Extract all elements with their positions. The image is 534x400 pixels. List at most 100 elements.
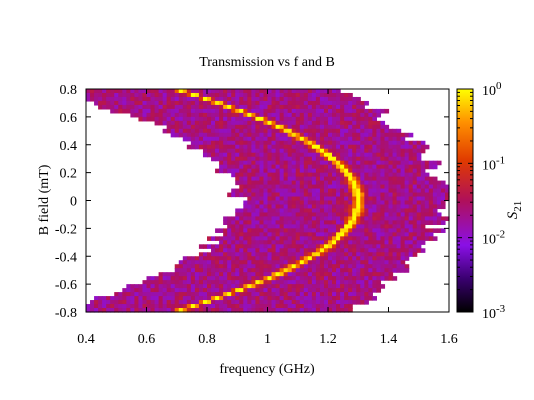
heatmap-cell <box>190 276 196 281</box>
heatmap-cell <box>291 268 297 273</box>
heatmap-cell <box>223 124 228 130</box>
heatmap-cell <box>319 164 325 170</box>
heatmap-cell <box>134 96 140 102</box>
heatmap-cell <box>259 272 265 277</box>
heatmap-cell <box>162 296 168 301</box>
heatmap-cell <box>291 180 297 186</box>
heatmap-cell <box>227 288 232 293</box>
heatmap-cell <box>352 284 357 289</box>
heatmap-cell <box>259 216 265 222</box>
heatmap-cell <box>328 252 333 257</box>
heatmap-cell <box>275 156 281 162</box>
heatmap-cell <box>207 272 212 277</box>
heatmap-cell <box>275 96 281 102</box>
heatmap-cell <box>315 284 321 289</box>
heatmap-cell <box>207 116 212 122</box>
heatmap-cell <box>247 104 252 110</box>
y-axis-label: B field (mT) <box>37 164 52 235</box>
heatmap-cell <box>416 240 422 245</box>
heatmap-cell <box>275 152 281 158</box>
heatmap-cell <box>247 152 252 158</box>
heatmap-cell <box>235 220 240 225</box>
heatmap-cell <box>251 284 256 289</box>
heatmap-cell <box>344 288 349 293</box>
heatmap-cell <box>283 92 289 98</box>
heatmap-cell <box>291 108 297 114</box>
heatmap-cell <box>98 308 103 313</box>
heatmap-cell <box>202 252 208 257</box>
heatmap-cell <box>255 148 261 154</box>
heatmap-cell <box>158 112 164 118</box>
heatmap-cell <box>154 304 160 309</box>
heatmap-cell <box>299 284 305 289</box>
heatmap-cell <box>255 124 261 130</box>
heatmap-cell <box>263 296 269 301</box>
heatmap-cell <box>186 288 192 293</box>
heatmap-cell <box>219 296 224 301</box>
heatmap-cell <box>235 252 240 257</box>
heatmap-cell <box>328 128 333 134</box>
heatmap-cell <box>388 208 394 214</box>
heatmap-cell <box>275 272 281 277</box>
heatmap-cell <box>138 108 144 114</box>
heatmap-cell <box>287 188 293 194</box>
heatmap-cell <box>384 172 390 178</box>
heatmap-cell <box>299 160 305 166</box>
heatmap-cell <box>271 140 277 146</box>
heatmap-cell <box>319 248 325 253</box>
heatmap-cell <box>231 260 236 265</box>
heatmap-cell <box>291 100 297 106</box>
heatmap-cell <box>267 220 273 225</box>
heatmap-cell <box>231 300 236 305</box>
heatmap-cell <box>227 224 232 229</box>
heatmap-cell <box>114 96 119 102</box>
heatmap-cell <box>138 116 144 122</box>
heatmap-cell <box>247 108 252 114</box>
heatmap-cell <box>336 300 341 305</box>
heatmap-cell <box>211 124 216 130</box>
heatmap-cell <box>223 232 228 237</box>
heatmap-cell <box>311 112 317 118</box>
heatmap-cell <box>408 176 414 182</box>
heatmap-cell <box>336 124 341 130</box>
heatmap-cell <box>243 256 248 261</box>
heatmap-cell <box>247 252 252 257</box>
heatmap-cell <box>239 92 244 98</box>
heatmap-cell <box>231 108 236 114</box>
heatmap-cell <box>283 108 289 114</box>
heatmap-cell <box>291 292 297 297</box>
heatmap-cell <box>263 276 269 281</box>
heatmap-cell <box>271 100 277 106</box>
heatmap-cell <box>239 120 244 126</box>
heatmap-cell <box>360 160 365 166</box>
heatmap-cell <box>134 288 140 293</box>
heatmap-cell <box>356 248 361 253</box>
heatmap-cell <box>223 296 228 301</box>
heatmap-cell <box>231 172 236 178</box>
heatmap-cell <box>271 224 277 229</box>
heatmap-cell <box>182 89 188 94</box>
heatmap-cell <box>307 116 313 122</box>
heatmap-cell <box>271 228 277 233</box>
heatmap-cell <box>146 100 152 106</box>
heatmap-cell <box>400 264 406 269</box>
heatmap-cell <box>412 192 418 198</box>
heatmap-cell <box>142 296 148 301</box>
heatmap-cell <box>299 112 305 118</box>
heatmap-cell <box>283 104 289 110</box>
heatmap-cell <box>332 156 337 162</box>
heatmap-cell <box>251 108 256 114</box>
heatmap-cell <box>271 160 277 166</box>
heatmap-cell <box>283 156 289 162</box>
heatmap-cell <box>174 304 180 309</box>
heatmap-cell <box>432 160 438 166</box>
heatmap-cell <box>416 248 422 253</box>
heatmap-cell <box>319 284 325 289</box>
heatmap-cell <box>263 104 269 110</box>
heatmap-cell <box>328 140 333 146</box>
heatmap-cell <box>275 132 281 138</box>
heatmap-cell <box>207 300 212 305</box>
heatmap-cell <box>291 284 297 289</box>
heatmap-cell <box>352 232 357 237</box>
heatmap-cell <box>194 144 200 150</box>
